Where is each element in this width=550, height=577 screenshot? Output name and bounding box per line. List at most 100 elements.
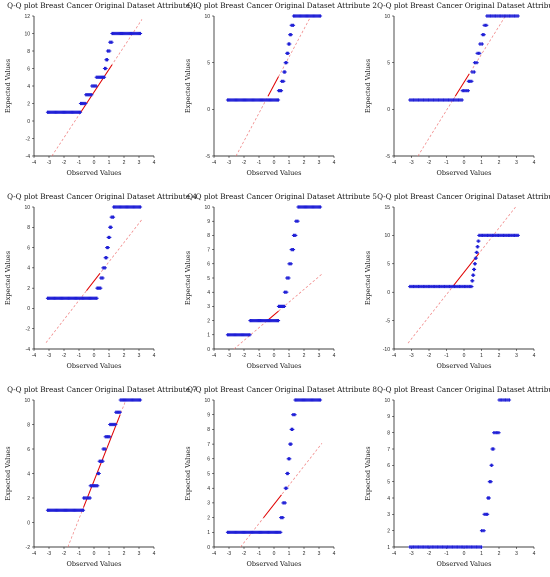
qq-panel-1: Q-Q plot Breast Cancer Original Dataset …	[4, 1, 197, 177]
x-tick-label: -2	[242, 160, 247, 166]
x-tick-label: 4	[153, 160, 156, 166]
data-point	[109, 225, 113, 229]
x-tick-label: 4	[333, 551, 336, 557]
x-tick-label: -2	[427, 551, 432, 557]
data-point	[288, 42, 292, 46]
data-point	[516, 14, 520, 18]
y-tick-label: -2	[26, 327, 31, 333]
data-point	[108, 435, 112, 439]
data-point	[466, 89, 470, 93]
data-point	[294, 233, 298, 237]
data-point	[108, 235, 112, 240]
y-tick-label: -4	[26, 347, 31, 353]
x-tick-label: -4	[392, 353, 397, 359]
x-axis-label: Observed Values	[247, 560, 302, 568]
x-tick-label: 0	[273, 160, 276, 166]
y-tick-label: 6	[207, 457, 210, 463]
y-tick-label: 15	[384, 205, 390, 211]
y-tick-label: 0	[387, 290, 390, 296]
panel-title: Q-Q plot Breast Cancer Original Dataset …	[377, 385, 550, 394]
data-point	[478, 51, 482, 55]
x-tick-label: 0	[93, 160, 96, 166]
y-tick-label: 2	[207, 515, 210, 521]
y-tick-label: -5	[206, 154, 211, 160]
data-points	[225, 205, 323, 337]
x-tick-label: -1	[444, 551, 449, 557]
data-point	[470, 284, 474, 289]
data-point	[285, 290, 289, 294]
data-point	[111, 215, 116, 219]
qq-panel-8: Q-Q plot Breast Cancer Original Dataset …	[184, 385, 377, 568]
x-tick-label: -2	[242, 353, 247, 359]
x-tick-label: 2	[303, 551, 306, 557]
data-point	[289, 262, 293, 266]
x-tick-label: 3	[138, 551, 141, 557]
data-point	[482, 33, 486, 37]
data-points	[225, 14, 323, 102]
panel-title: Q-Q plot Breast Cancer Original Dataset …	[187, 192, 377, 201]
x-tick-label: -4	[32, 160, 37, 166]
y-tick-label: 6	[387, 463, 390, 469]
data-point	[477, 239, 481, 243]
data-points	[45, 398, 143, 512]
x-tick-label: -1	[77, 551, 82, 557]
x-axis-label: Observed Values	[437, 169, 492, 177]
y-tick-label: 10	[24, 398, 30, 404]
x-tick-label: -4	[212, 551, 217, 557]
data-point	[276, 319, 281, 323]
x-tick-label: 3	[318, 160, 321, 166]
data-point	[490, 463, 494, 467]
y-tick-label: 5	[207, 60, 210, 66]
panel-title: Q-Q plot Breast Cancer Original Dataset …	[7, 1, 197, 10]
y-tick-label: 8	[27, 422, 30, 428]
y-tick-label: 2	[27, 496, 30, 502]
data-point	[106, 245, 110, 250]
y-tick-label: 2	[27, 101, 30, 107]
x-tick-label: 3	[515, 551, 518, 557]
panel-title: Q-Q plot Breast Cancer Original Dataset …	[187, 385, 377, 394]
data-point	[489, 480, 493, 484]
x-axis-label: Observed Values	[67, 362, 122, 370]
y-tick-label: 5	[207, 471, 210, 477]
qq-panel-4: Q-Q plot Breast Cancer Original Dataset …	[4, 192, 197, 370]
data-point	[114, 422, 118, 427]
y-tick-label: 10	[384, 14, 390, 20]
x-tick-label: -3	[227, 551, 232, 557]
y-tick-label: 9	[207, 413, 210, 419]
y-tick-label: 7	[207, 247, 210, 253]
y-tick-label: 3	[207, 304, 210, 310]
data-point	[475, 250, 479, 255]
y-tick-label: 5	[387, 479, 390, 485]
data-point	[318, 14, 323, 18]
y-tick-label: 9	[387, 414, 390, 420]
data-point	[279, 89, 284, 93]
reference-line-dashed	[235, 15, 312, 157]
x-tick-label: -2	[62, 551, 67, 557]
panel-title: Q-Q plot Breast Cancer Original Dataset …	[7, 192, 197, 201]
data-point	[276, 98, 281, 102]
data-point	[293, 413, 297, 417]
x-tick-label: -4	[392, 551, 397, 557]
data-point	[485, 23, 489, 27]
y-tick-label: 4	[27, 471, 30, 477]
x-tick-label: 4	[533, 353, 536, 359]
data-point	[248, 333, 252, 337]
x-axis-label: Observed Values	[437, 362, 492, 370]
x-tick-label: -2	[242, 551, 247, 557]
y-tick-label: 3	[207, 501, 210, 507]
reference-line-dashed	[240, 443, 323, 548]
qq-panel-9: Q-Q plot Breast Cancer Original Dataset …	[364, 385, 550, 568]
y-tick-label: -10	[383, 347, 390, 353]
y-axis-label: Expected Values	[4, 59, 12, 113]
y-tick-label: 4	[207, 290, 210, 296]
y-tick-label: 4	[207, 486, 210, 492]
x-tick-label: -2	[427, 353, 432, 359]
data-point	[138, 31, 143, 36]
x-tick-label: 1	[288, 551, 291, 557]
data-point	[108, 49, 112, 53]
x-tick-label: 0	[93, 551, 96, 557]
y-tick-label: 5	[207, 276, 210, 282]
data-point	[285, 486, 289, 490]
y-tick-label: 0	[27, 306, 30, 312]
